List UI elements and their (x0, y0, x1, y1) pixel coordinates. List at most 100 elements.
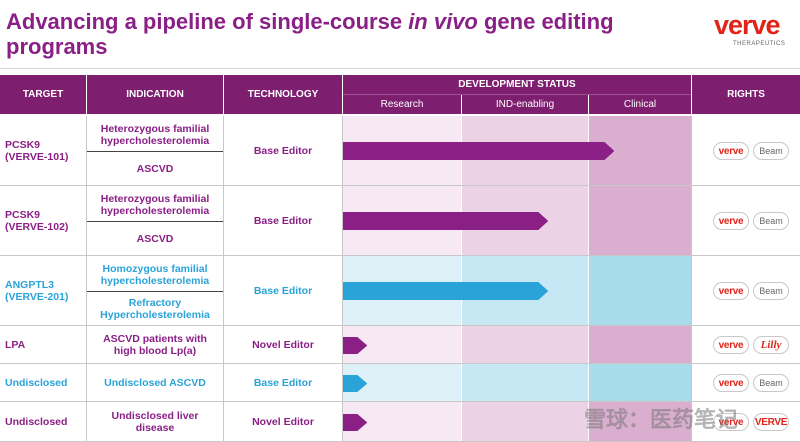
column-divider (342, 116, 343, 186)
column-divider (342, 256, 343, 326)
zone-clinical (589, 326, 691, 364)
pipeline-row: PCSK9 (VERVE-102) Heterozygous familial h… (0, 186, 800, 256)
column-divider (691, 186, 692, 256)
progress-arrow-shape (343, 336, 368, 354)
logo-word: verve (714, 10, 781, 40)
technology-label: Base Editor (253, 377, 313, 389)
technology-label: Novel Editor (252, 416, 314, 428)
rights-badge-verve: verve (713, 413, 749, 431)
zone-ind-enabling (462, 364, 588, 402)
rights-badge-verve: verve (713, 374, 749, 392)
row-divider (0, 363, 800, 364)
title-divider (0, 68, 800, 69)
indication-divider (87, 291, 223, 292)
column-divider (342, 326, 343, 364)
pipeline-row: Undisclosed Undisclosed ASCVD Base Editor v… (0, 364, 800, 402)
pipeline-row: Undisclosed Undisclosed liver disease Nove… (0, 402, 800, 442)
progress-arrow (343, 413, 368, 431)
rights-badge-verve: VERVE (753, 413, 789, 431)
rights-badge-verve: verve (713, 336, 749, 354)
zone-clinical (589, 402, 691, 442)
zone-clinical (589, 364, 691, 402)
progress-arrow-shape (343, 142, 615, 160)
column-divider (223, 402, 224, 442)
column-divider (223, 186, 224, 256)
column-divider (86, 116, 87, 186)
indication-primary: Homozygous familial hypercholesterolemia (100, 262, 210, 287)
target-label: ANGPTL3 (VERVE-201) (5, 279, 69, 303)
column-divider (342, 186, 343, 256)
rights-badge-beam: Beam (753, 282, 789, 300)
indication-primary: Undisclosed liver disease (111, 410, 199, 434)
indication-divider (87, 151, 223, 152)
row-divider (0, 255, 800, 256)
zone-clinical (589, 256, 691, 326)
target-label: LPA (5, 339, 26, 351)
column-divider (86, 326, 87, 364)
progress-arrow (343, 212, 549, 230)
slide-title: Advancing a pipeline of single-course in… (6, 9, 614, 59)
target-label: PCSK9 (VERVE-102) (5, 209, 69, 233)
verve-logo: verve THERAPEUTICS (714, 8, 796, 58)
pipeline-row: ANGPTL3 (VERVE-201) Homozygous familial h… (0, 256, 800, 326)
indication-primary: ASCVD patients with high blood Lp(a) (103, 333, 207, 357)
pipeline-row: PCSK9 (VERVE-101) Heterozygous familial h… (0, 116, 800, 186)
indication-primary: Heterozygous familial hypercholesterolem… (100, 122, 210, 147)
column-divider (86, 364, 87, 402)
column-divider (86, 402, 87, 442)
technology-label: Base Editor (253, 145, 313, 157)
column-divider (691, 402, 692, 442)
zone-clinical (589, 186, 691, 256)
column-divider (223, 326, 224, 364)
row-divider (0, 325, 800, 326)
zone-ind-enabling (462, 402, 588, 442)
target-label: Undisclosed (5, 416, 68, 428)
column-divider (342, 364, 343, 402)
rights-badge-beam: Beam (753, 374, 789, 392)
technology-label: Novel Editor (252, 339, 314, 351)
technology-label: Base Editor (253, 215, 313, 227)
row-divider (0, 401, 800, 402)
watermark: 雪球：医药笔记 (584, 407, 739, 432)
header-research: Research (343, 95, 461, 114)
progress-arrow (343, 336, 368, 354)
rights-badge-verve: verve (713, 282, 749, 300)
column-divider (691, 256, 692, 326)
progress-arrow (343, 374, 368, 392)
column-divider (223, 364, 224, 402)
header-clinical: Clinical (589, 95, 691, 114)
column-divider (86, 186, 87, 256)
indication-divider (87, 221, 223, 222)
rights-badge-beam: Beam (753, 212, 789, 230)
progress-arrow-shape (343, 212, 549, 230)
indication-primary: Heterozygous familial hypercholesterolem… (100, 192, 210, 217)
indication-primary: Undisclosed ASCVD (104, 377, 206, 389)
rights-badge-lilly: Lilly (753, 336, 789, 354)
header-development-status: DEVELOPMENT STATUS (343, 75, 691, 94)
header-ind-enabling: IND-enabling (462, 95, 588, 114)
pipeline-row: LPA ASCVD patients with high blood Lp(a) N… (0, 326, 800, 364)
column-divider (223, 116, 224, 186)
header-technology: TECHNOLOGY (224, 75, 342, 114)
progress-arrow-shape (343, 374, 368, 392)
logo-subtitle: THERAPEUTICS (733, 41, 786, 47)
progress-arrow-shape (343, 413, 368, 431)
rights-badge-verve: verve (713, 212, 749, 230)
indication-secondary: Refractory Hypercholesterolemia (100, 296, 210, 321)
zone-ind-enabling (462, 326, 588, 364)
column-divider (691, 326, 692, 364)
progress-arrow (343, 282, 549, 300)
column-divider (86, 256, 87, 326)
rights-badge-verve: verve (713, 142, 749, 160)
progress-arrow (343, 142, 615, 160)
row-divider (0, 185, 800, 186)
target-label: PCSK9 (VERVE-101) (5, 139, 69, 163)
column-divider (691, 116, 692, 186)
technology-label: Base Editor (253, 285, 313, 297)
pipeline-table: TARGET INDICATION TECHNOLOGY DEVELOPMENT… (0, 72, 800, 442)
indication-secondary: ASCVD (136, 232, 174, 245)
rights-badge-beam: Beam (753, 142, 789, 160)
header-rights: RIGHTS (692, 75, 800, 114)
column-divider (691, 364, 692, 402)
header-indication: INDICATION (87, 75, 223, 114)
